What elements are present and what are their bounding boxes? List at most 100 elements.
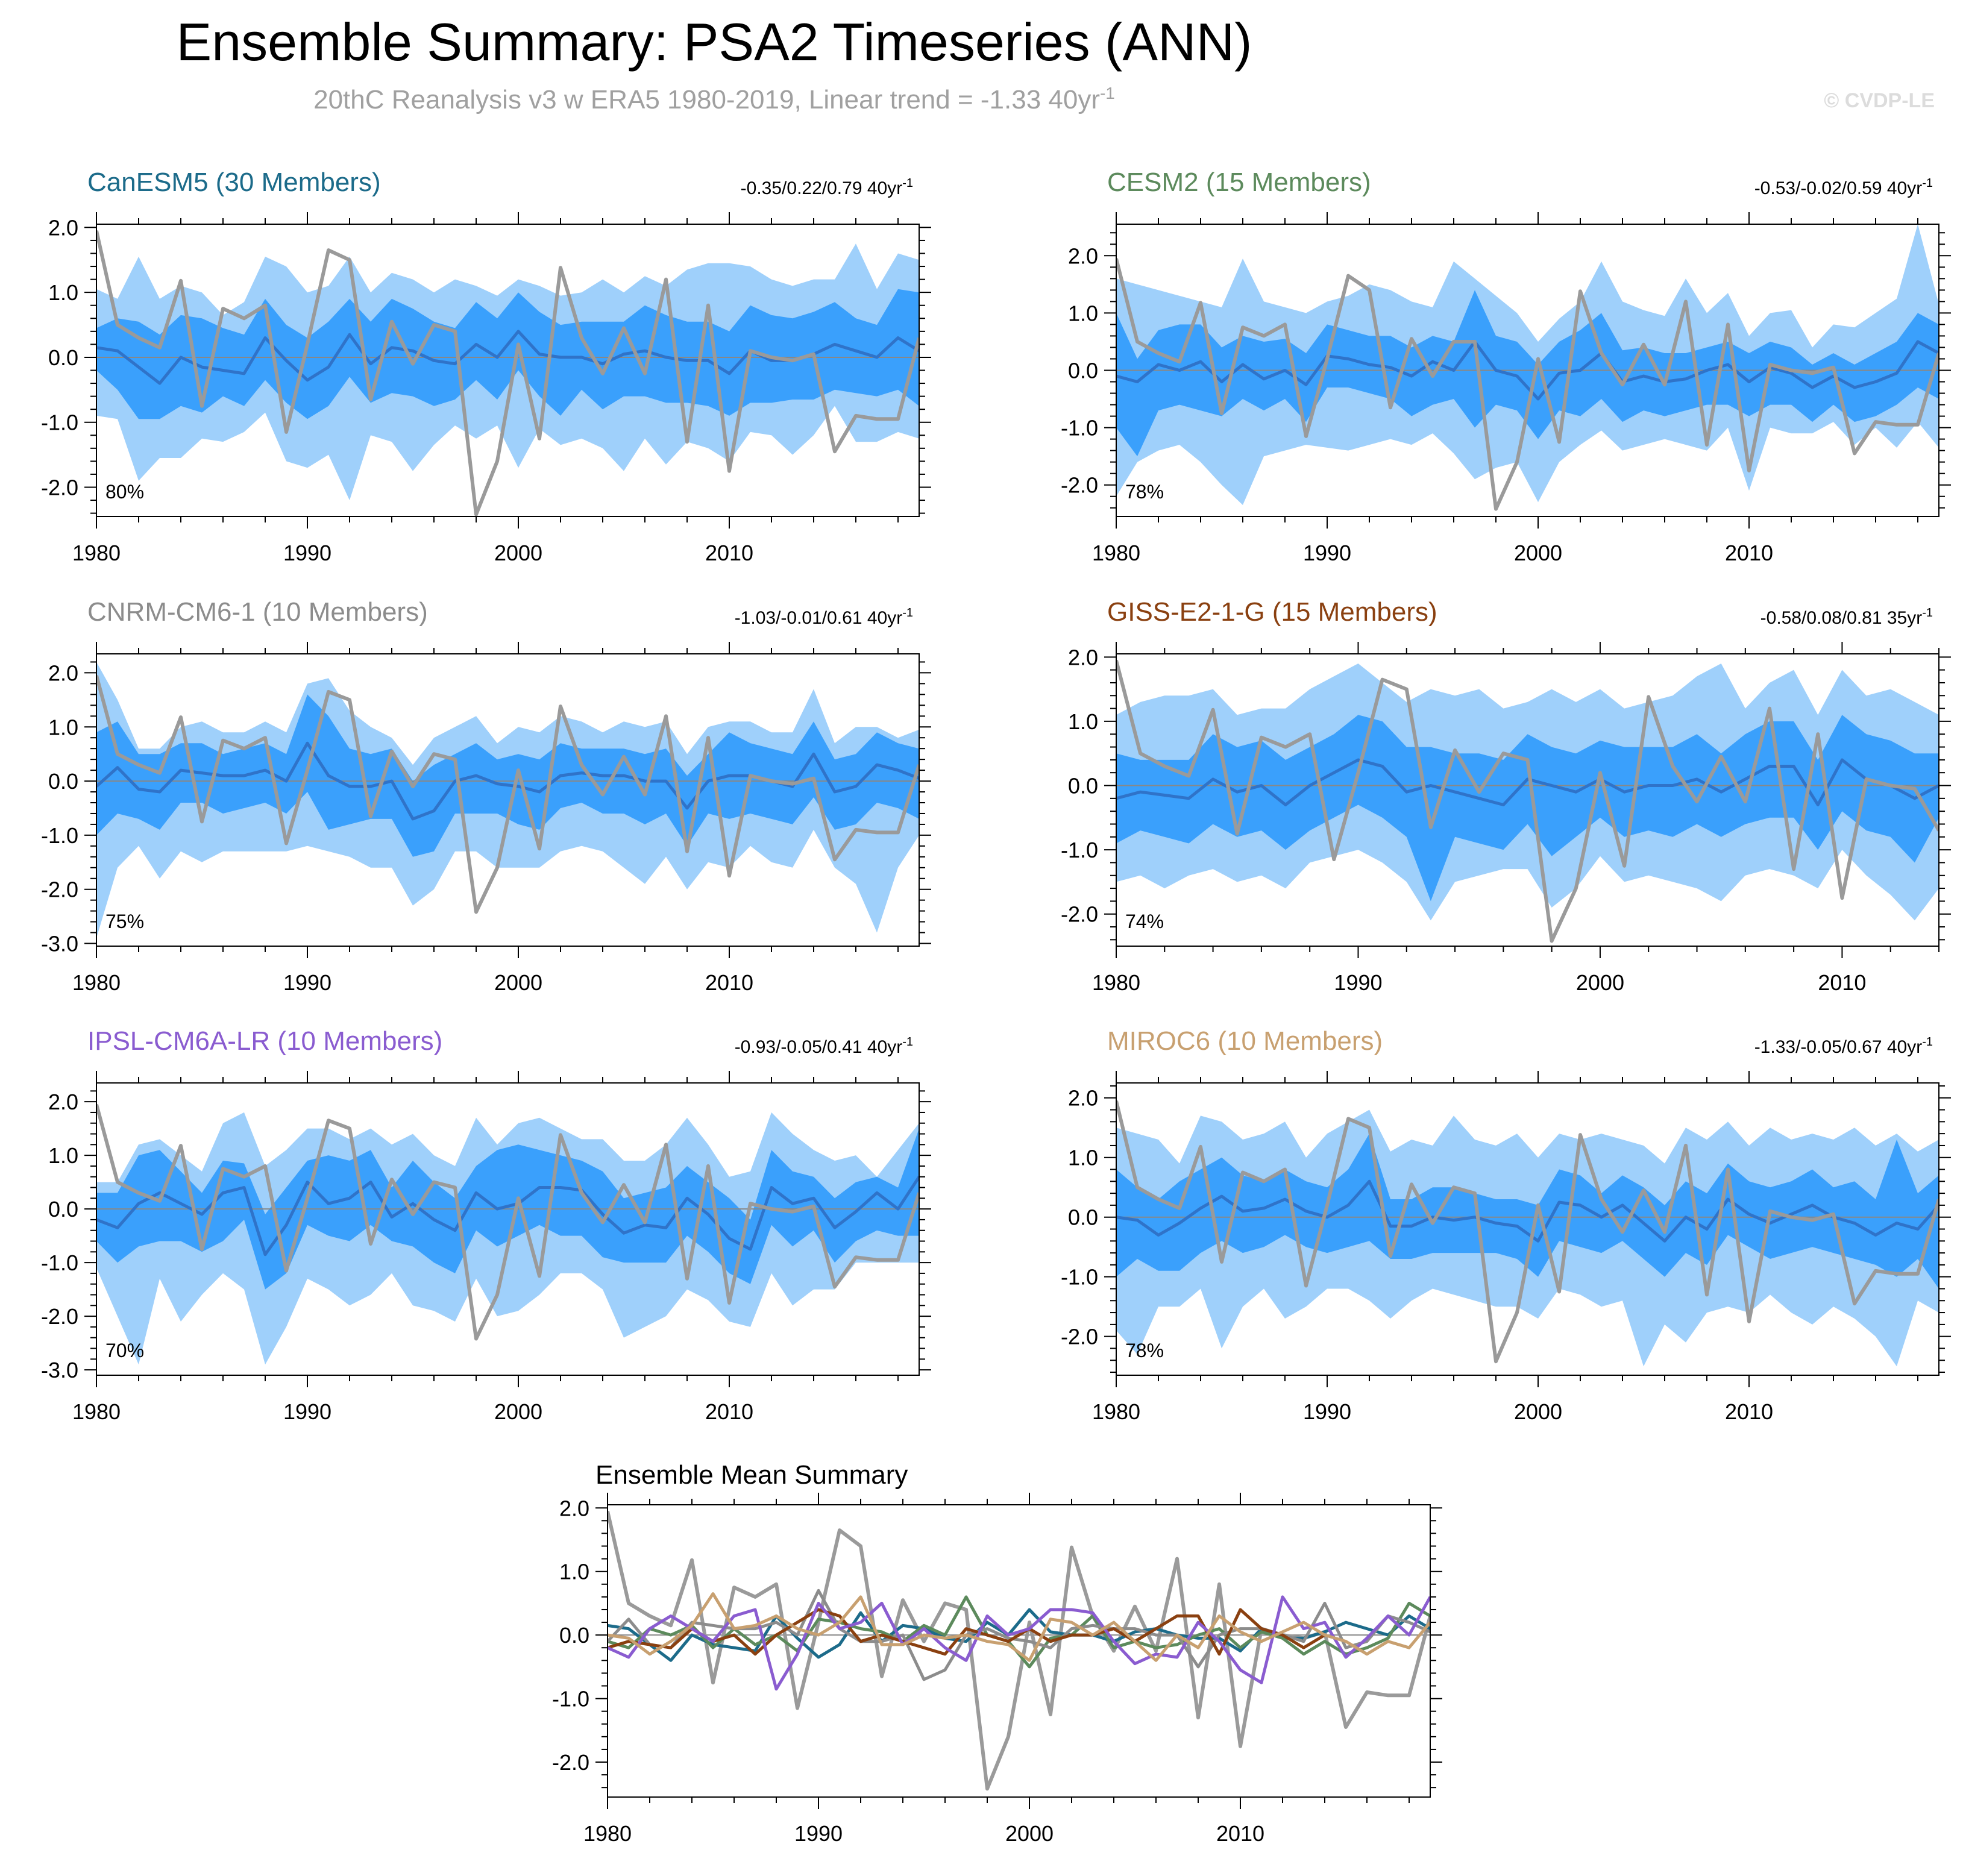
figure-title: Ensemble Summary: PSA2 Timeseries (ANN) <box>177 12 1252 72</box>
y-tick-label: 1.0 <box>559 1560 589 1584</box>
observation-line <box>1116 258 1939 511</box>
trend-label: -0.58/0.08/0.81 35yr-1 <box>1760 606 1933 628</box>
y-tick-label: 1.0 <box>48 715 78 739</box>
y-tick-label: 2.0 <box>48 1090 78 1114</box>
percent-label: 78% <box>1125 1340 1164 1361</box>
y-tick-label: -2.0 <box>41 475 78 500</box>
y-tick-label: 2.0 <box>559 1496 589 1520</box>
panel-title: CNRM-CM6-1 (10 Members) <box>87 597 428 627</box>
y-tick-label: -2.0 <box>41 877 78 902</box>
x-tick-label: 2000 <box>1514 1399 1562 1424</box>
trend-value: -1.33/-0.05/0.67 40yr <box>1754 1037 1923 1057</box>
ensemble-mean-line <box>1116 340 1939 401</box>
figure-subtitle: 20thC Reanalysis v3 w ERA5 1980-2019, Li… <box>313 84 1115 115</box>
y-tick-label: -1.0 <box>41 1250 78 1275</box>
y-tick-label: -1.0 <box>1061 416 1098 441</box>
y-tick-label: 1.0 <box>48 1143 78 1168</box>
panel-title: MIROC6 (10 Members) <box>1107 1026 1383 1056</box>
observation-line <box>1116 1100 1939 1364</box>
ensemble-mean-line <box>1116 758 1939 806</box>
trend-exponent: -1 <box>902 1035 913 1049</box>
y-tick-label: 2.0 <box>48 660 78 685</box>
x-tick-label: 2010 <box>705 970 753 995</box>
ensemble-mean-line <box>1116 1179 1939 1243</box>
trend-label: -0.35/0.22/0.79 40yr-1 <box>741 177 913 198</box>
percent-label: 70% <box>105 1340 144 1361</box>
trend-exponent: -1 <box>902 177 913 190</box>
y-tick-label: 0.0 <box>48 769 78 794</box>
y-tick-label: 1.0 <box>1068 1146 1098 1170</box>
x-tick-label: 1990 <box>1334 970 1382 995</box>
y-tick-label: 2.0 <box>1068 243 1098 268</box>
panel-title: Ensemble Mean Summary <box>595 1460 908 1490</box>
x-tick-label: 2000 <box>1576 970 1624 995</box>
x-tick-label: 1990 <box>1303 1399 1351 1424</box>
y-tick-label: 0.0 <box>1068 774 1098 798</box>
y-tick-label: -3.0 <box>41 932 78 956</box>
observation-line <box>96 230 919 516</box>
trend-value: -1.03/-0.01/0.61 40yr <box>735 608 903 628</box>
x-tick-label: 2010 <box>1818 970 1866 995</box>
trend-value: -0.35/0.22/0.79 40yr <box>741 178 903 198</box>
x-tick-label: 1980 <box>72 541 121 565</box>
trend-label: -1.03/-0.01/0.61 40yr-1 <box>735 606 913 628</box>
y-tick-label: 0.0 <box>48 1197 78 1222</box>
y-tick-label: -2.0 <box>1061 1325 1098 1349</box>
trend-exponent: -1 <box>1922 1035 1933 1049</box>
panel-2: 2.0 1.0 0.0 -1.0 -2.0 -3.0 1980 1990 2000 2010 CNR… <box>41 597 931 995</box>
inner-range-band <box>96 694 919 857</box>
series-line-0 <box>608 1510 1430 1791</box>
panel-title: CanESM5 (30 Members) <box>87 168 381 197</box>
panel-4: 2.0 1.0 0.0 -1.0 -2.0 -3.0 1980 1990 2000 2010 IPS… <box>41 1026 931 1424</box>
y-tick-label: -2.0 <box>1061 473 1098 498</box>
y-tick-label: 2.0 <box>48 215 78 240</box>
y-tick-label: -1.0 <box>1061 1265 1098 1290</box>
x-tick-label: 1990 <box>794 1821 843 1846</box>
plot-content <box>608 1510 1430 1791</box>
x-tick-label: 1990 <box>283 970 331 995</box>
plot-frame <box>1116 653 1939 947</box>
observation-line <box>96 675 919 914</box>
ensemble-mean-line <box>96 1176 919 1256</box>
plot-content <box>96 1103 919 1365</box>
trend-value: -0.58/0.08/0.81 35yr <box>1760 608 1923 628</box>
trend-value: -0.53/-0.02/0.59 40yr <box>1754 178 1923 198</box>
series-line-5 <box>608 1595 1430 1691</box>
plot-content <box>96 662 919 938</box>
trend-exponent: -1 <box>1922 177 1933 190</box>
panels: 2.0 1.0 0.0 -1.0 -2.0 1980 1990 2000 2010 CanESM5… <box>41 168 1951 1846</box>
inner-range-band <box>1116 290 1939 457</box>
copyright-label: © CVDP-LE <box>1824 89 1935 112</box>
panel-title: IPSL-CM6A-LR (10 Members) <box>87 1026 442 1056</box>
y-tick-label: 1.0 <box>1068 301 1098 325</box>
y-tick-label: 0.0 <box>559 1623 589 1648</box>
x-tick-label: 2010 <box>705 1399 753 1424</box>
y-tick-label: -1.0 <box>552 1687 589 1711</box>
y-tick-label: -2.0 <box>41 1304 78 1329</box>
x-tick-label: 1980 <box>72 1399 121 1424</box>
x-tick-label: 2000 <box>494 1399 542 1424</box>
y-tick-label: 0.0 <box>48 345 78 370</box>
y-tick-label: -3.0 <box>41 1358 78 1382</box>
plot-content <box>1116 659 1939 943</box>
x-tick-label: 1980 <box>1092 970 1140 995</box>
x-tick-label: 1980 <box>1092 541 1140 565</box>
x-tick-label: 2000 <box>1514 541 1562 565</box>
y-tick-label: 1.0 <box>1068 709 1098 734</box>
y-tick-label: 1.0 <box>48 280 78 305</box>
x-tick-label: 1980 <box>583 1821 632 1846</box>
x-tick-label: 2000 <box>494 970 542 995</box>
panel-title: CESM2 (15 Members) <box>1107 168 1371 197</box>
panel-6: 2.0 1.0 0.0 -1.0 -2.0 1980 1990 2000 2010 Ensembl… <box>552 1460 1442 1846</box>
x-tick-label: 1990 <box>283 1399 331 1424</box>
plot-content <box>1116 1100 1939 1367</box>
trend-label: -1.33/-0.05/0.67 40yr-1 <box>1754 1035 1933 1057</box>
y-tick-label: 2.0 <box>1068 1086 1098 1111</box>
plot-content <box>1116 224 1939 511</box>
x-tick-label: 2010 <box>1725 541 1773 565</box>
observation-line <box>1116 659 1939 943</box>
panel-3: 2.0 1.0 0.0 -1.0 -2.0 1980 1990 2000 2010 GISS-E2… <box>1061 597 1951 995</box>
x-tick-label: 1980 <box>72 970 121 995</box>
panel-1: 2.0 1.0 0.0 -1.0 -2.0 1980 1990 2000 2010 CESM2 (… <box>1061 168 1951 565</box>
percent-label: 74% <box>1125 911 1164 932</box>
